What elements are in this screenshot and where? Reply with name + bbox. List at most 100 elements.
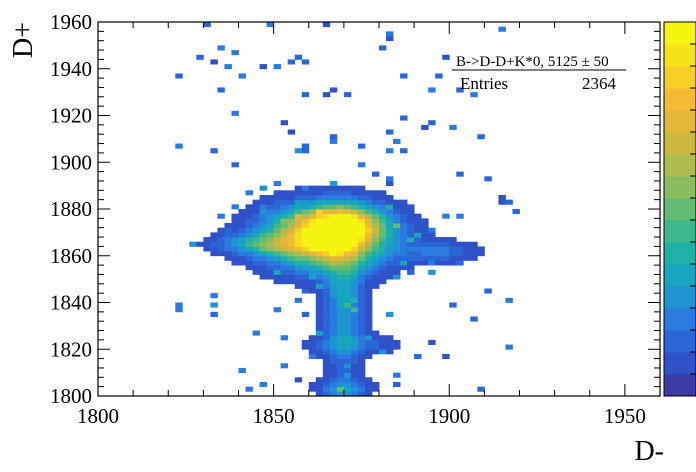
heatmap-cell xyxy=(428,246,436,252)
heatmap-cell xyxy=(343,209,352,215)
heatmap-cell xyxy=(364,279,373,285)
heatmap-cell xyxy=(393,344,401,350)
heatmap-cell xyxy=(428,241,436,247)
heatmap-cell xyxy=(343,367,352,374)
heatmap-cell xyxy=(364,325,373,331)
heatmap-cell xyxy=(252,218,260,224)
heatmap-cell xyxy=(322,269,331,275)
heatmap-cell xyxy=(357,325,366,331)
heatmap-cell xyxy=(386,213,394,219)
color-scale-step xyxy=(664,374,696,397)
heatmap-cell xyxy=(322,227,331,233)
heatmap-cell xyxy=(350,297,359,303)
heatmap-cell xyxy=(407,213,415,219)
heatmap-cell xyxy=(315,185,324,191)
heatmap-cell xyxy=(329,330,338,336)
heatmap-cell xyxy=(315,283,324,289)
heatmap-cell xyxy=(400,148,408,154)
heatmap-cell xyxy=(379,246,387,252)
heatmap-cell xyxy=(280,194,289,201)
heatmap-cell xyxy=(224,227,232,233)
heatmap-cell xyxy=(266,255,275,261)
heatmap-cell xyxy=(294,251,303,257)
heatmap-cell xyxy=(329,269,338,275)
heatmap-cell xyxy=(308,209,317,215)
heatmap-cell xyxy=(414,237,422,243)
heatmap-cell xyxy=(357,283,366,289)
heatmap-cell xyxy=(336,358,345,364)
heatmap-cell xyxy=(350,302,359,308)
heatmap-cell xyxy=(308,223,317,229)
heatmap-cell xyxy=(301,260,310,266)
heatmap-cell xyxy=(329,358,338,364)
heatmap-cell xyxy=(315,265,324,271)
heatmap-cell xyxy=(294,213,303,219)
heatmap-cell xyxy=(273,194,282,201)
heatmap-cell xyxy=(336,297,345,303)
heatmap-cell xyxy=(350,307,359,313)
heatmap-cell xyxy=(371,223,380,229)
heatmap-cell xyxy=(238,218,246,224)
heatmap-cell xyxy=(322,307,331,313)
heatmap-cell xyxy=(414,353,422,360)
heatmap-cell xyxy=(449,255,457,261)
heatmap-cell xyxy=(329,87,338,93)
heatmap-cell xyxy=(350,274,359,280)
heatmap-cell xyxy=(287,241,296,247)
heatmap-cell xyxy=(414,213,422,219)
heatmap-cell xyxy=(252,213,260,219)
heatmap-cell xyxy=(322,293,331,299)
heatmap-cell xyxy=(343,190,352,196)
heatmap-cell xyxy=(400,255,408,261)
heatmap-cell xyxy=(470,92,478,98)
heatmap-cell xyxy=(343,293,352,299)
heatmap-cell xyxy=(407,255,415,261)
heatmap-cell xyxy=(336,199,345,205)
heatmap-cell xyxy=(308,246,317,252)
heatmap-cell xyxy=(470,316,478,322)
heatmap-cell xyxy=(364,288,373,294)
heatmap-cell xyxy=(400,73,408,79)
heatmap-cell xyxy=(231,251,239,257)
heatmap-cell xyxy=(231,260,239,266)
heatmap-cell xyxy=(329,381,338,388)
heatmap-cell xyxy=(217,241,225,247)
heatmap-cell xyxy=(322,353,331,360)
heatmap-cell xyxy=(343,344,352,350)
heatmap-cell xyxy=(287,227,296,233)
heatmap-cell xyxy=(371,283,380,289)
heatmap-cell xyxy=(428,227,436,233)
heatmap-cell xyxy=(287,274,296,280)
heatmap-cell xyxy=(294,283,303,289)
heatmap-cell xyxy=(210,148,218,154)
heatmap-cell xyxy=(322,194,331,201)
heatmap-cell xyxy=(379,344,387,350)
heatmap-cell xyxy=(414,218,422,224)
heatmap-cell xyxy=(343,199,352,205)
heatmap-cell xyxy=(442,260,450,266)
heatmap-cell xyxy=(357,288,366,294)
heatmap-cell xyxy=(428,260,436,266)
heatmap-cell xyxy=(238,246,246,252)
heatmap-cell xyxy=(329,180,338,187)
heatmap-cell xyxy=(294,269,303,275)
heatmap-cell xyxy=(280,223,289,229)
heatmap-cell xyxy=(421,218,429,224)
heatmap-cell xyxy=(343,279,352,285)
heatmap-cell xyxy=(400,223,408,229)
heatmap-cell xyxy=(308,260,317,266)
heatmap-cell xyxy=(357,297,366,303)
heatmap-cell xyxy=(287,279,296,285)
heatmap-cell xyxy=(329,349,338,355)
heatmap-cell xyxy=(308,255,317,261)
heatmap-cell xyxy=(371,274,380,280)
heatmap-cell xyxy=(357,391,366,397)
heatmap-cell xyxy=(301,265,310,271)
heatmap-cell xyxy=(280,237,289,243)
heatmap-cell xyxy=(315,321,324,327)
heatmap-cell xyxy=(364,349,373,355)
heatmap-cell xyxy=(322,358,331,364)
heatmap-cell xyxy=(350,209,359,215)
heatmap-cell xyxy=(371,339,380,345)
heatmap-cell xyxy=(252,265,260,271)
